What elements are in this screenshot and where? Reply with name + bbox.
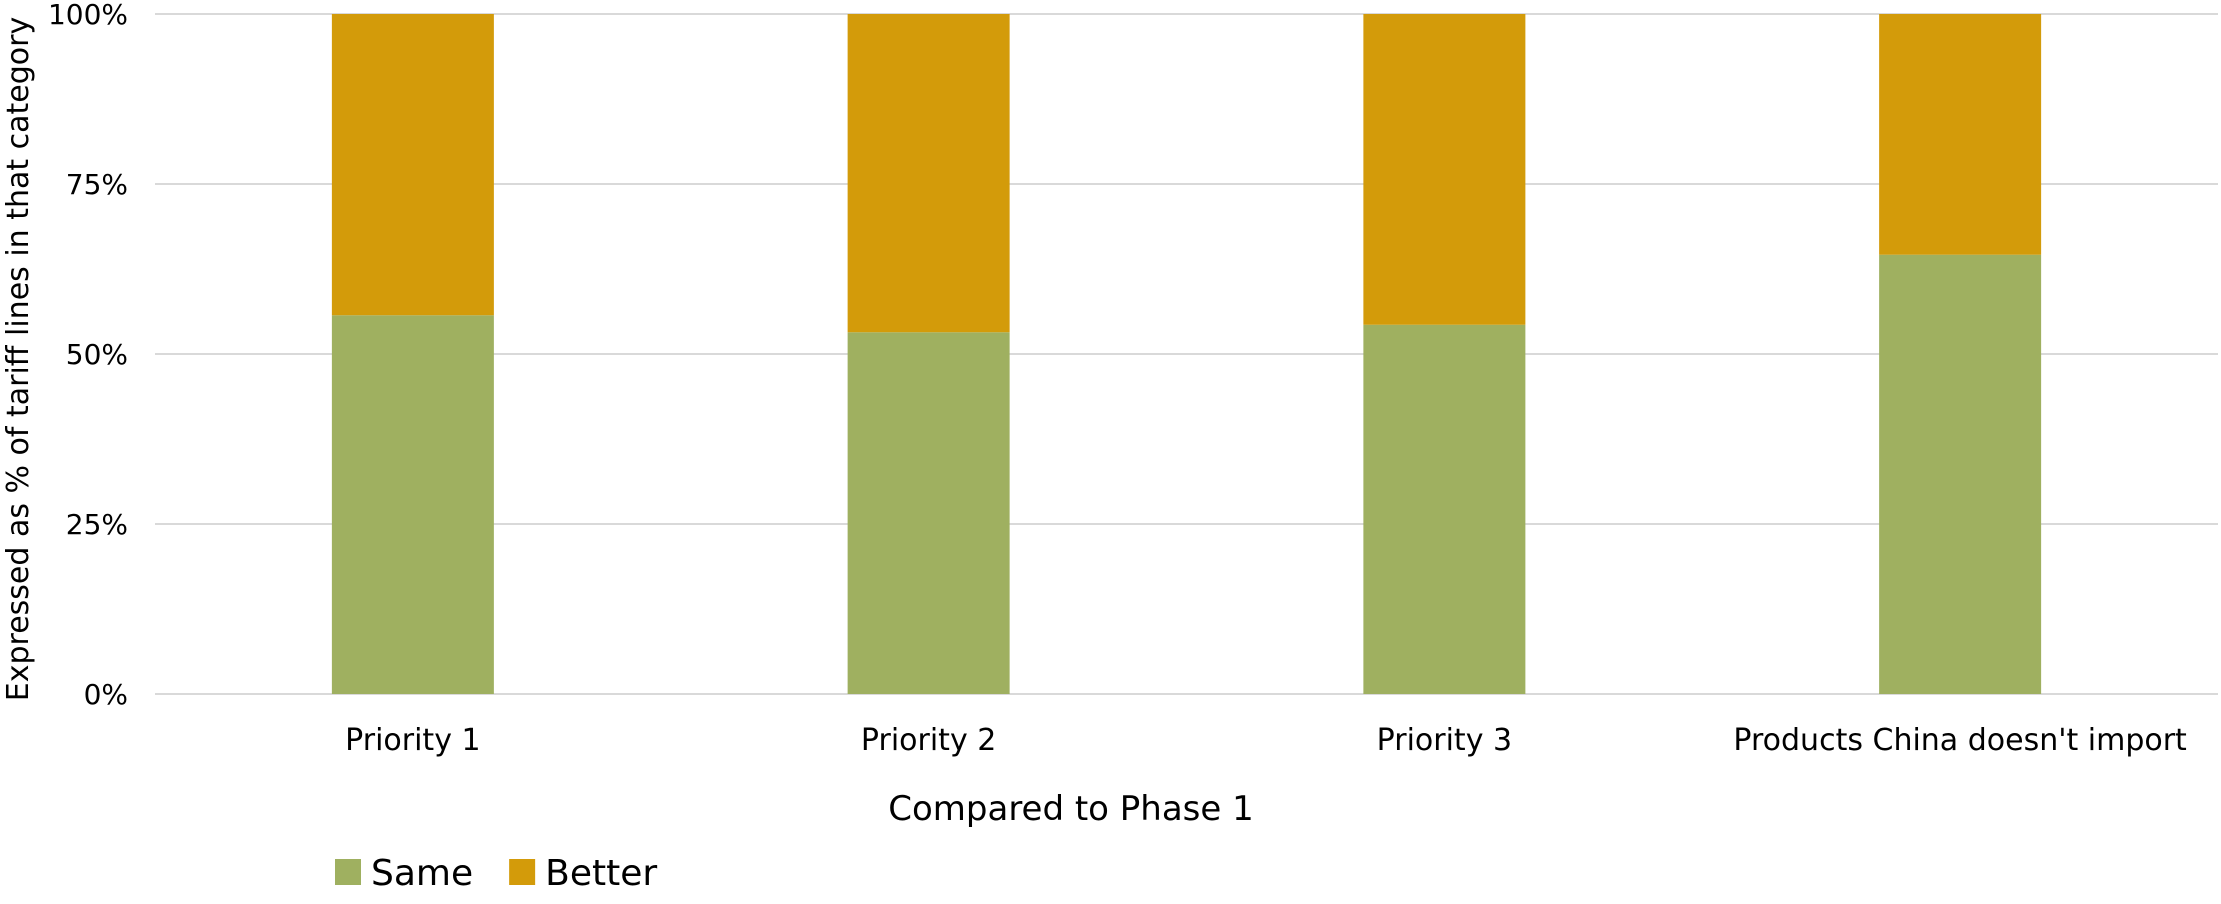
legend-label-same: Same xyxy=(371,853,473,894)
legend-swatch-same xyxy=(335,859,361,885)
y-tick-label: 0% xyxy=(84,678,128,711)
x-tick-label: Priority 3 xyxy=(1377,723,1512,758)
x-tick-label: Priority 1 xyxy=(345,723,480,758)
x-axis-title: Compared to Phase 1 xyxy=(888,789,1254,829)
y-tick-label: 25% xyxy=(66,508,128,541)
y-tick-label: 75% xyxy=(66,168,128,201)
bar-segment-same xyxy=(331,315,494,694)
bars xyxy=(331,14,2042,694)
legend: Same Better xyxy=(335,853,657,894)
bar-segment-same xyxy=(1879,254,2042,694)
x-tick-label: Priority 2 xyxy=(861,723,996,758)
bar-segment-better xyxy=(1363,14,1526,325)
bar-segment-better xyxy=(1879,14,2042,255)
bar-segment-same xyxy=(1363,324,1526,694)
legend-label-better: Better xyxy=(545,853,657,894)
x-tick-labels: Priority 1 Priority 2 Priority 3 Products C… xyxy=(345,723,2187,758)
legend-swatch-better xyxy=(509,859,536,885)
bar-segment-same xyxy=(847,332,1010,694)
bar-segment-better xyxy=(847,14,1010,333)
y-tick-label: 50% xyxy=(66,338,128,371)
y-tick-labels: 0% 25% 50% 75% 100% xyxy=(48,0,128,711)
bar-segment-better xyxy=(331,14,494,316)
x-tick-label: Products China doesn't import xyxy=(1733,723,2187,758)
y-axis-title: Expressed as % of tariff lines in that c… xyxy=(1,17,36,701)
y-tick-label: 100% xyxy=(48,0,128,31)
gridlines xyxy=(155,13,2218,695)
